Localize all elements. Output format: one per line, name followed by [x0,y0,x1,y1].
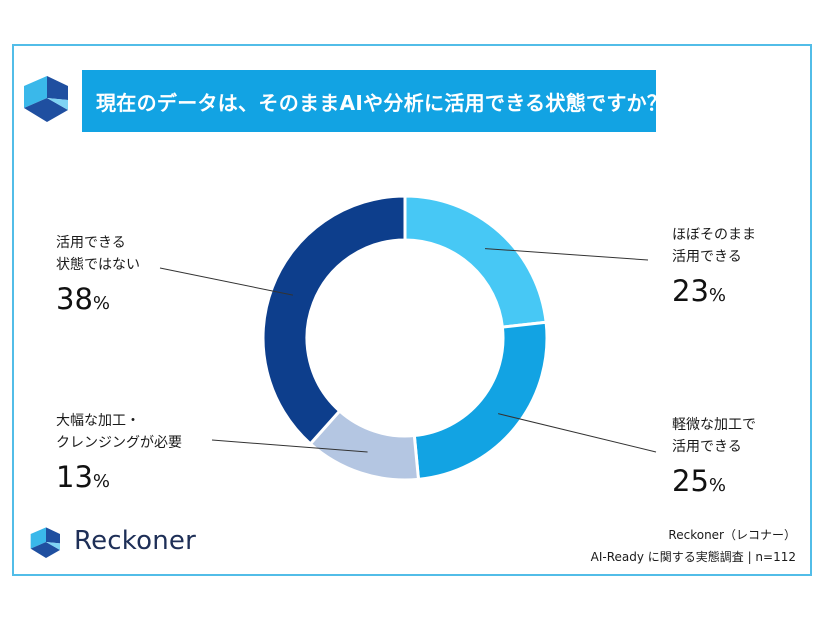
slice-label-1-line-1: 軽微な加工で [672,417,756,433]
slice-value-3-number: 38 [56,282,93,316]
slice-value-3: 38% [56,282,140,321]
slice-value-3-unit: % [92,293,111,314]
source-line-2: AI-Ready に関する実態調査 | n=112 [590,550,796,564]
slice-label-0-line-1: ほぼそのまま [672,227,756,243]
leader-line-3 [159,267,294,296]
reckoner-logo-icon [30,527,60,558]
header-logo [14,70,80,132]
source-note: Reckoner（レコナー） AI-Ready に関する実態調査 | n=112 [591,524,796,568]
slice-value-1-number: 25 [672,464,709,498]
content-frame [12,44,812,576]
slice-value-1-unit: % [708,475,727,496]
slice-label-3-line-2: 状態ではない [56,257,140,273]
slice-value-0: 23% [672,274,756,313]
slice-value-2-unit: % [92,471,111,492]
leader-line-2 [211,439,368,453]
slice-label-3-line-1: 活用できる [56,235,126,251]
page-title: 現在のデータは、そのままAIや分析に活用できる状態ですか？ [96,90,668,115]
leader-line-1 [498,413,657,453]
slice-value-0-number: 23 [672,274,709,308]
slice-label-0: ほぼそのまま 活用できる 23% [672,224,756,313]
slice-label-1-line-2: 活用できる [672,439,742,455]
slice-label-0-line-2: 活用できる [672,249,742,265]
slice-label-2-line-1: 大幅な加工・ [56,413,140,429]
brand-name: Reckoner [74,526,196,556]
slice-label-2-line-2: クレンジングが必要 [56,435,182,451]
slice-value-0-unit: % [708,285,727,306]
reckoner-logo-icon [24,76,68,122]
slice-label-1: 軽微な加工で 活用できる 25% [672,414,756,503]
title-bar: 現在のデータは、そのままAIや分析に活用できる状態ですか？ [82,70,667,132]
slice-value-2-number: 13 [56,460,93,494]
leader-line-0 [484,248,649,261]
slice-label-3: 活用できる 状態ではない 38% [56,232,140,321]
donut-slice-0 [403,194,548,329]
source-line-1: Reckoner（レコナー） [668,528,796,542]
donut-slice-1 [412,320,549,481]
footer-logo [24,522,68,570]
donut-slice-3 [261,194,407,446]
slice-value-2: 13% [56,460,182,499]
slice-value-1: 25% [672,464,756,503]
slice-label-2: 大幅な加工・ クレンジングが必要 13% [56,410,182,499]
